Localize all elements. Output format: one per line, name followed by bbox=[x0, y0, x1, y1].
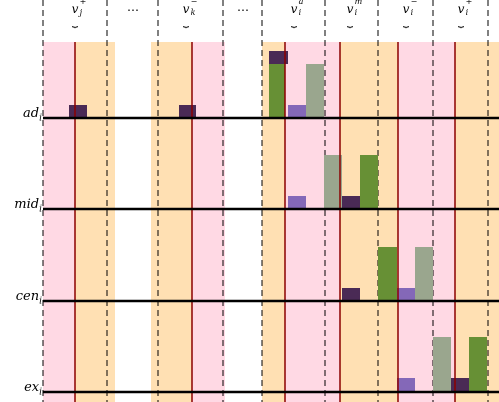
bar-green bbox=[378, 247, 397, 301]
row-label-sub: i bbox=[39, 204, 42, 215]
column-brace-icon: ⏟ bbox=[347, 17, 353, 28]
column-header-sup: + bbox=[465, 0, 473, 6]
bar-dark-purple bbox=[342, 288, 360, 301]
column-header: v − i bbox=[391, 0, 421, 17]
row-label-base: mid bbox=[14, 197, 40, 212]
column-header-sub: i bbox=[465, 8, 469, 17]
bars bbox=[69, 51, 487, 391]
column-header-base: v bbox=[457, 2, 465, 16]
band-orange bbox=[262, 42, 285, 402]
column-header-base: v bbox=[182, 2, 190, 16]
bar-gray-green bbox=[433, 337, 451, 391]
dashed-separators bbox=[42, 0, 489, 402]
bar-dark-purple bbox=[69, 105, 87, 118]
red-lines bbox=[74, 42, 456, 402]
row-label-sub: i bbox=[39, 113, 42, 124]
bar-light-purple bbox=[397, 288, 415, 301]
column-header-sup: − bbox=[410, 0, 418, 6]
row-label-sub: i bbox=[39, 387, 42, 398]
column-header-sup: m bbox=[354, 0, 363, 6]
column-brace-icon: ⏟ bbox=[183, 17, 189, 28]
bar-green bbox=[269, 64, 285, 118]
row-label-base: ad bbox=[23, 106, 40, 121]
column-brace-icon: ⏟ bbox=[72, 17, 78, 28]
column-header-base: v bbox=[290, 2, 298, 16]
column-header-base: v bbox=[346, 2, 354, 16]
row-label: adi bbox=[0, 106, 42, 124]
column-ellipsis: ⋯ bbox=[237, 3, 249, 17]
column-header-sub: i bbox=[298, 8, 302, 17]
bar-gray-green bbox=[306, 64, 324, 118]
bar-gray-green bbox=[324, 155, 342, 209]
bar-light-purple bbox=[288, 105, 306, 118]
bar-dark-purple bbox=[342, 196, 360, 209]
column-header-sup: + bbox=[79, 0, 87, 6]
column-header-sub: i bbox=[410, 8, 414, 17]
bar-light-purple bbox=[288, 196, 306, 209]
column-header-sup: − bbox=[190, 0, 198, 6]
bar-dark-purple bbox=[269, 51, 288, 64]
row-label: midi bbox=[0, 197, 42, 215]
bar-dark-purple bbox=[451, 378, 469, 391]
column-header: v − k bbox=[171, 0, 201, 17]
row-label: exi bbox=[0, 380, 42, 398]
band-orange bbox=[340, 42, 398, 402]
column-header-sub: k bbox=[190, 8, 196, 17]
column-header-sup: a bbox=[298, 0, 304, 6]
row-label: ceni bbox=[0, 289, 42, 307]
row-label-base: ex bbox=[24, 380, 40, 395]
column-ellipsis: ⋯ bbox=[127, 3, 139, 17]
band-pink bbox=[192, 42, 225, 402]
band-orange bbox=[151, 42, 192, 402]
band-pink bbox=[43, 42, 75, 402]
bar-green bbox=[469, 337, 487, 391]
column-header: v + j bbox=[60, 0, 90, 17]
bar-light-purple bbox=[397, 378, 415, 391]
column-header-sub: j bbox=[79, 8, 83, 17]
column-brace-icon: ⏟ bbox=[458, 17, 464, 28]
column-header-base: v bbox=[71, 2, 79, 16]
column-header-base: v bbox=[402, 2, 410, 16]
bar-gray-green bbox=[415, 247, 433, 301]
bar-dark-purple bbox=[179, 105, 196, 118]
row-label-sub: i bbox=[39, 296, 42, 307]
row-baselines bbox=[43, 116, 499, 394]
column-header: v + i bbox=[446, 0, 476, 17]
column-header-sub: i bbox=[354, 8, 358, 17]
column-brace-icon: ⏟ bbox=[403, 17, 409, 28]
bar-green bbox=[360, 155, 378, 209]
row-label-base: cen bbox=[15, 289, 40, 304]
band-orange bbox=[75, 42, 115, 402]
column-brace-icon: ⏟ bbox=[291, 17, 297, 28]
